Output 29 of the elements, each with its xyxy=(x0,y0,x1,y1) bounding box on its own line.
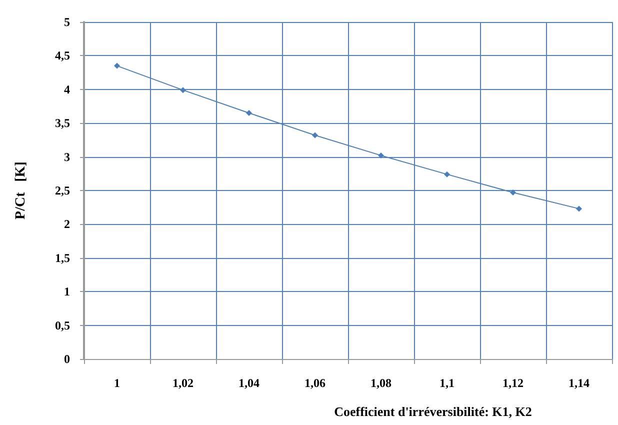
y-tick-label: 3,5 xyxy=(55,116,70,130)
y-tick-label: 2,5 xyxy=(55,184,70,198)
x-tick-label: 1,04 xyxy=(238,376,260,390)
x-axis-title: Coefficient d'irréversibilité: K1, K2 xyxy=(334,404,532,419)
y-tick-label: 3 xyxy=(64,150,70,164)
y-tick-label: 4 xyxy=(64,82,70,96)
point xyxy=(510,190,516,196)
point xyxy=(114,62,120,69)
y-tick-label: 1 xyxy=(64,284,70,299)
x-tick-label: 1,1 xyxy=(440,376,454,390)
x-tick-label: 1,12 xyxy=(502,376,524,390)
y-tick-label: 0 xyxy=(64,352,70,366)
y-tick-label: 4,5 xyxy=(55,48,70,63)
point xyxy=(180,87,186,94)
y-axis-title: P/Ct [K] xyxy=(14,162,28,220)
x-tick-label: 1,06 xyxy=(304,376,326,390)
x-tick-label: 1,08 xyxy=(370,376,392,390)
x-tick-label: 1,02 xyxy=(172,376,194,390)
point xyxy=(312,132,318,138)
point xyxy=(444,171,450,178)
point xyxy=(576,206,582,212)
x-tick-label: 1,14 xyxy=(568,376,590,390)
y-tick-label: 0,5 xyxy=(55,318,70,332)
y-tick-label: 5 xyxy=(64,15,70,29)
point xyxy=(378,152,384,158)
y-tick-label: 1,5 xyxy=(55,250,70,265)
x-tick-label: 1 xyxy=(114,376,120,390)
y-tick-label: 2 xyxy=(64,217,70,232)
point xyxy=(246,110,252,116)
